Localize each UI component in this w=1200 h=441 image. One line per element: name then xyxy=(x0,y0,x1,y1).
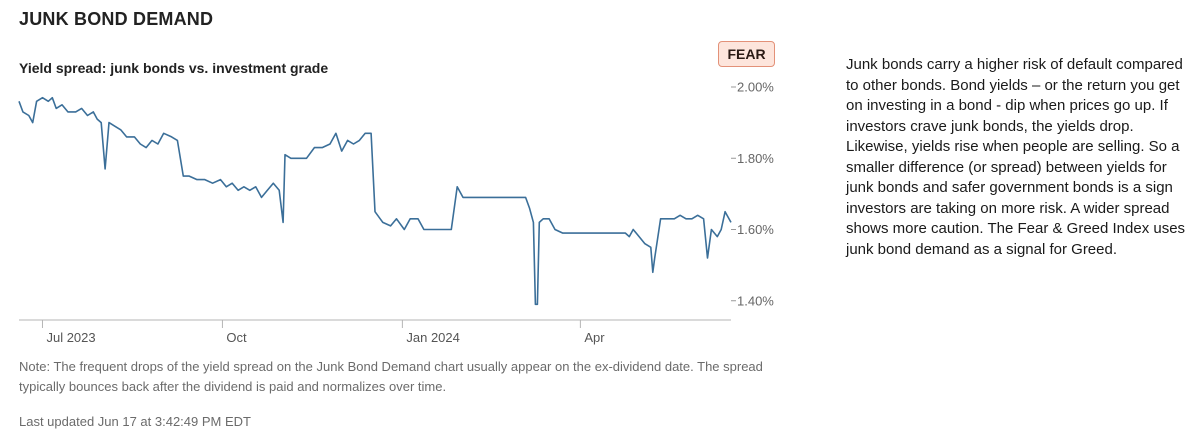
y-axis-ticks: 2.00% 1.80% 1.60% 1.40% xyxy=(731,80,774,308)
y-tick-label: 1.60% xyxy=(737,222,774,237)
x-tick-label: Apr xyxy=(584,330,605,345)
yield-spread-chart: 2.00% 1.80% 1.60% 1.40% Jul 2023 Oct Jan 2024… xyxy=(18,80,774,345)
x-tick-label: Jan 2024 xyxy=(406,330,460,345)
section-title: JUNK BOND DEMAND xyxy=(19,9,214,29)
series-line xyxy=(18,96,732,306)
x-axis-ticks: Jul 2023 Oct Jan 2024 Apr xyxy=(41,320,605,345)
fear-rating-badge: FEAR xyxy=(718,41,775,67)
x-tick-label: Jul 2023 xyxy=(46,330,95,345)
explanation-text: Junk bonds carry a higher risk of defaul… xyxy=(846,56,1186,258)
chart-note: Note: The frequent drops of the yield sp… xyxy=(19,359,763,394)
y-tick-label: 2.00% xyxy=(737,80,774,95)
last-updated: Last updated Jun 17 at 3:42:49 PM EDT xyxy=(19,414,251,429)
y-tick-label: 1.80% xyxy=(737,151,774,166)
y-tick-label: 1.40% xyxy=(737,293,774,308)
x-tick-label: Oct xyxy=(226,330,247,345)
chart-title: Yield spread: junk bonds vs. investment … xyxy=(19,60,329,76)
